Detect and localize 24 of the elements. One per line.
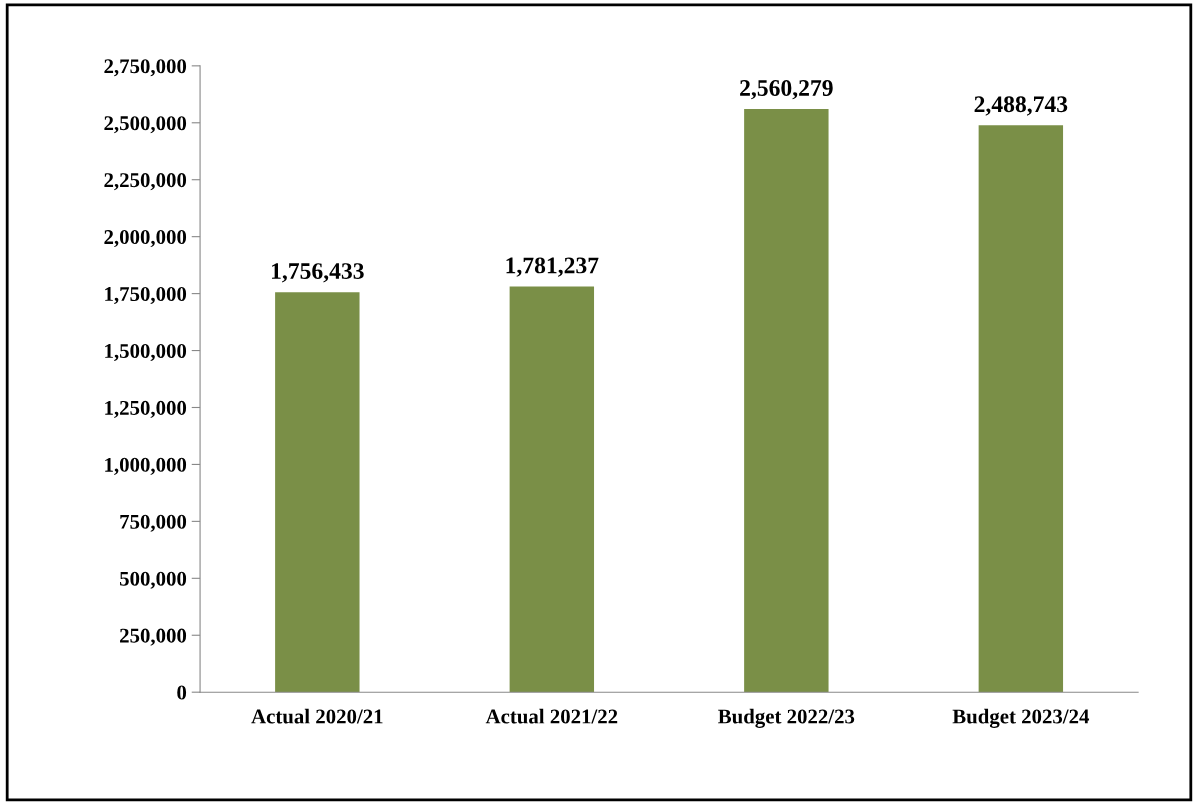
bar: [509, 286, 595, 693]
y-tick-label: 1,250,000: [105, 400, 187, 418]
x-tick-label: Actual 2020/21: [251, 708, 383, 724]
y-tick-label: 2,500,000: [104, 116, 187, 134]
x-tick-label: Actual 2021/22: [485, 708, 618, 724]
data-label: 2,560,279: [740, 79, 833, 100]
data-label: 2,488,743: [974, 96, 1068, 116]
y-tick-label: 500,000: [120, 571, 187, 589]
data-label: 1,781,237: [506, 257, 599, 277]
x-tick-label: Budget 2023/24: [952, 708, 1090, 728]
y-tick-label: 1,750,000: [105, 286, 187, 305]
y-tick-label: 2,750,000: [104, 59, 187, 77]
y-tick-label: 2,000,000: [104, 230, 187, 248]
y-tick-label: 2,250,000: [104, 173, 187, 191]
y-tick-label: 250,000: [120, 628, 187, 646]
y-tick-label: 0: [177, 685, 187, 700]
x-tick-label: Budget 2022/23: [718, 708, 855, 728]
y-tick-label: 1,000,000: [105, 457, 187, 475]
y-tick-label: 750,000: [120, 514, 187, 532]
bar: [744, 109, 829, 693]
y-tick-label: 1,500,000: [105, 343, 187, 361]
bar: [275, 292, 360, 693]
bar: [978, 125, 1064, 693]
data-label: 1,756,433: [271, 263, 364, 283]
